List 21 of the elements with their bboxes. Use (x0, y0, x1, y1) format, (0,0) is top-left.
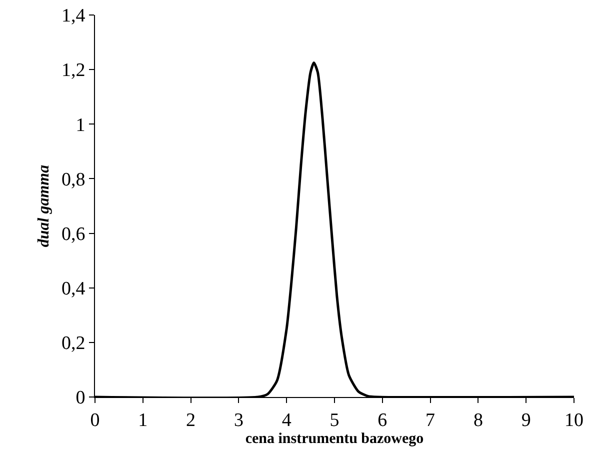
x-tick-label: 6 (378, 410, 388, 431)
y-tick-label: 1,4 (61, 6, 86, 27)
x-tick-label: 5 (330, 410, 340, 431)
y-tick-label: 0 (76, 388, 86, 409)
x-tick-label: 3 (234, 410, 244, 431)
y-tick-label: 0,4 (61, 278, 86, 300)
x-tick-label: 0 (90, 410, 100, 431)
x-tick-label: 1 (138, 410, 148, 431)
x-tick-label: 2 (186, 410, 196, 431)
x-tick-label: 10 (564, 410, 584, 431)
y-tick-label: 0,8 (61, 169, 86, 190)
y-tick-label: 0,2 (61, 333, 86, 354)
x-tick-label: 7 (426, 410, 436, 431)
y-tick-label: 1,2 (61, 60, 86, 82)
x-tick-label: 8 (473, 410, 483, 431)
y-axis-title: dual gamma (35, 164, 52, 248)
y-tick-label: 0,6 (61, 224, 86, 245)
y-tick-label: 1 (76, 114, 86, 136)
x-tick-label: 9 (521, 410, 531, 431)
x-tick-label: 4 (282, 410, 292, 431)
x-axis-title: cena instrumentu bazowego (245, 430, 424, 447)
